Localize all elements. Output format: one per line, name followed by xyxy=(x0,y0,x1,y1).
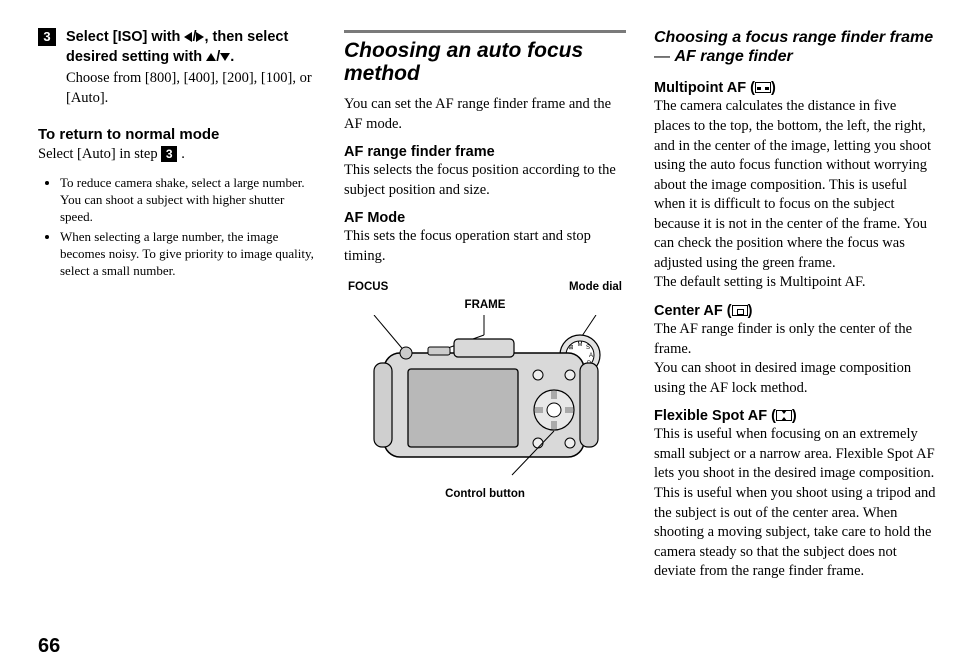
camera-svg: MSA P▣ ⚙▶⊞ xyxy=(344,315,626,485)
section-intro: You can set the AF range finder frame an… xyxy=(344,95,626,134)
center-body-b: You can shoot in desired image compositi… xyxy=(654,359,936,398)
up-arrow-icon xyxy=(206,53,216,61)
camera-illustration: FOCUS Mode dial FRAME MSA P▣ xyxy=(344,281,626,502)
svg-text:S: S xyxy=(586,345,590,351)
tip-item: When selecting a large number, the image… xyxy=(60,229,316,280)
step-number-badge: 3 xyxy=(38,28,56,46)
af-range-body: This selects the focus position accordin… xyxy=(344,161,626,200)
section-title: Choosing an auto focus method xyxy=(344,39,626,85)
subsection-title: Choosing a focus range finder frame — AF… xyxy=(654,28,936,66)
tips-list: To reduce camera shake, select a large n… xyxy=(38,175,316,280)
return-body: Select [Auto] in step 3. xyxy=(38,145,316,165)
return-heading: To return to normal mode xyxy=(38,126,316,143)
af-mode-body: This sets the focus operation start and … xyxy=(344,227,626,266)
svg-text:⊞: ⊞ xyxy=(568,345,573,351)
tip-item: To reduce camera shake, select a large n… xyxy=(60,175,316,226)
flexible-spot-af-icon xyxy=(776,410,792,421)
center-heading: Center AF () xyxy=(654,303,936,319)
af-mode-heading: AF Mode xyxy=(344,210,626,226)
flex-body: This is useful when focusing on an extre… xyxy=(654,425,936,582)
column-right: Choosing a focus range finder frame — AF… xyxy=(654,28,936,618)
section-rule xyxy=(344,30,626,33)
control-button-label: Control button xyxy=(445,488,525,500)
column-left: 3 Select [ISO] with /, then select desir… xyxy=(38,28,316,618)
flex-heading: Flexible Spot AF () xyxy=(654,408,936,424)
center-af-icon xyxy=(732,305,748,316)
step-3: 3 Select [ISO] with /, then select desir… xyxy=(38,28,316,108)
step-ref-badge: 3 xyxy=(161,146,177,162)
column-middle: Choosing an auto focus method You can se… xyxy=(344,28,626,618)
svg-text:M: M xyxy=(578,342,583,348)
multipoint-body: The camera calculates the distance in fi… xyxy=(654,97,936,273)
af-range-heading: AF range finder frame xyxy=(344,144,626,160)
center-body-a: The AF range finder is only the center o… xyxy=(654,320,936,359)
multipoint-af-icon xyxy=(755,82,771,93)
multipoint-heading: Multipoint AF () xyxy=(654,80,936,96)
focus-label: FOCUS xyxy=(348,281,388,293)
svg-text:A: A xyxy=(589,353,593,359)
step-body: Choose from [800], [400], [200], [100], … xyxy=(66,69,316,108)
page-number: 66 xyxy=(38,635,60,658)
mode-dial-label: Mode dial xyxy=(569,281,622,293)
step-instruction-c: . xyxy=(230,49,234,65)
multipoint-default: The default setting is Multipoint AF. xyxy=(654,273,936,293)
frame-label: FRAME xyxy=(465,299,506,311)
down-arrow-icon xyxy=(220,53,230,61)
step-instruction-a: Select [ISO] with xyxy=(66,29,184,45)
